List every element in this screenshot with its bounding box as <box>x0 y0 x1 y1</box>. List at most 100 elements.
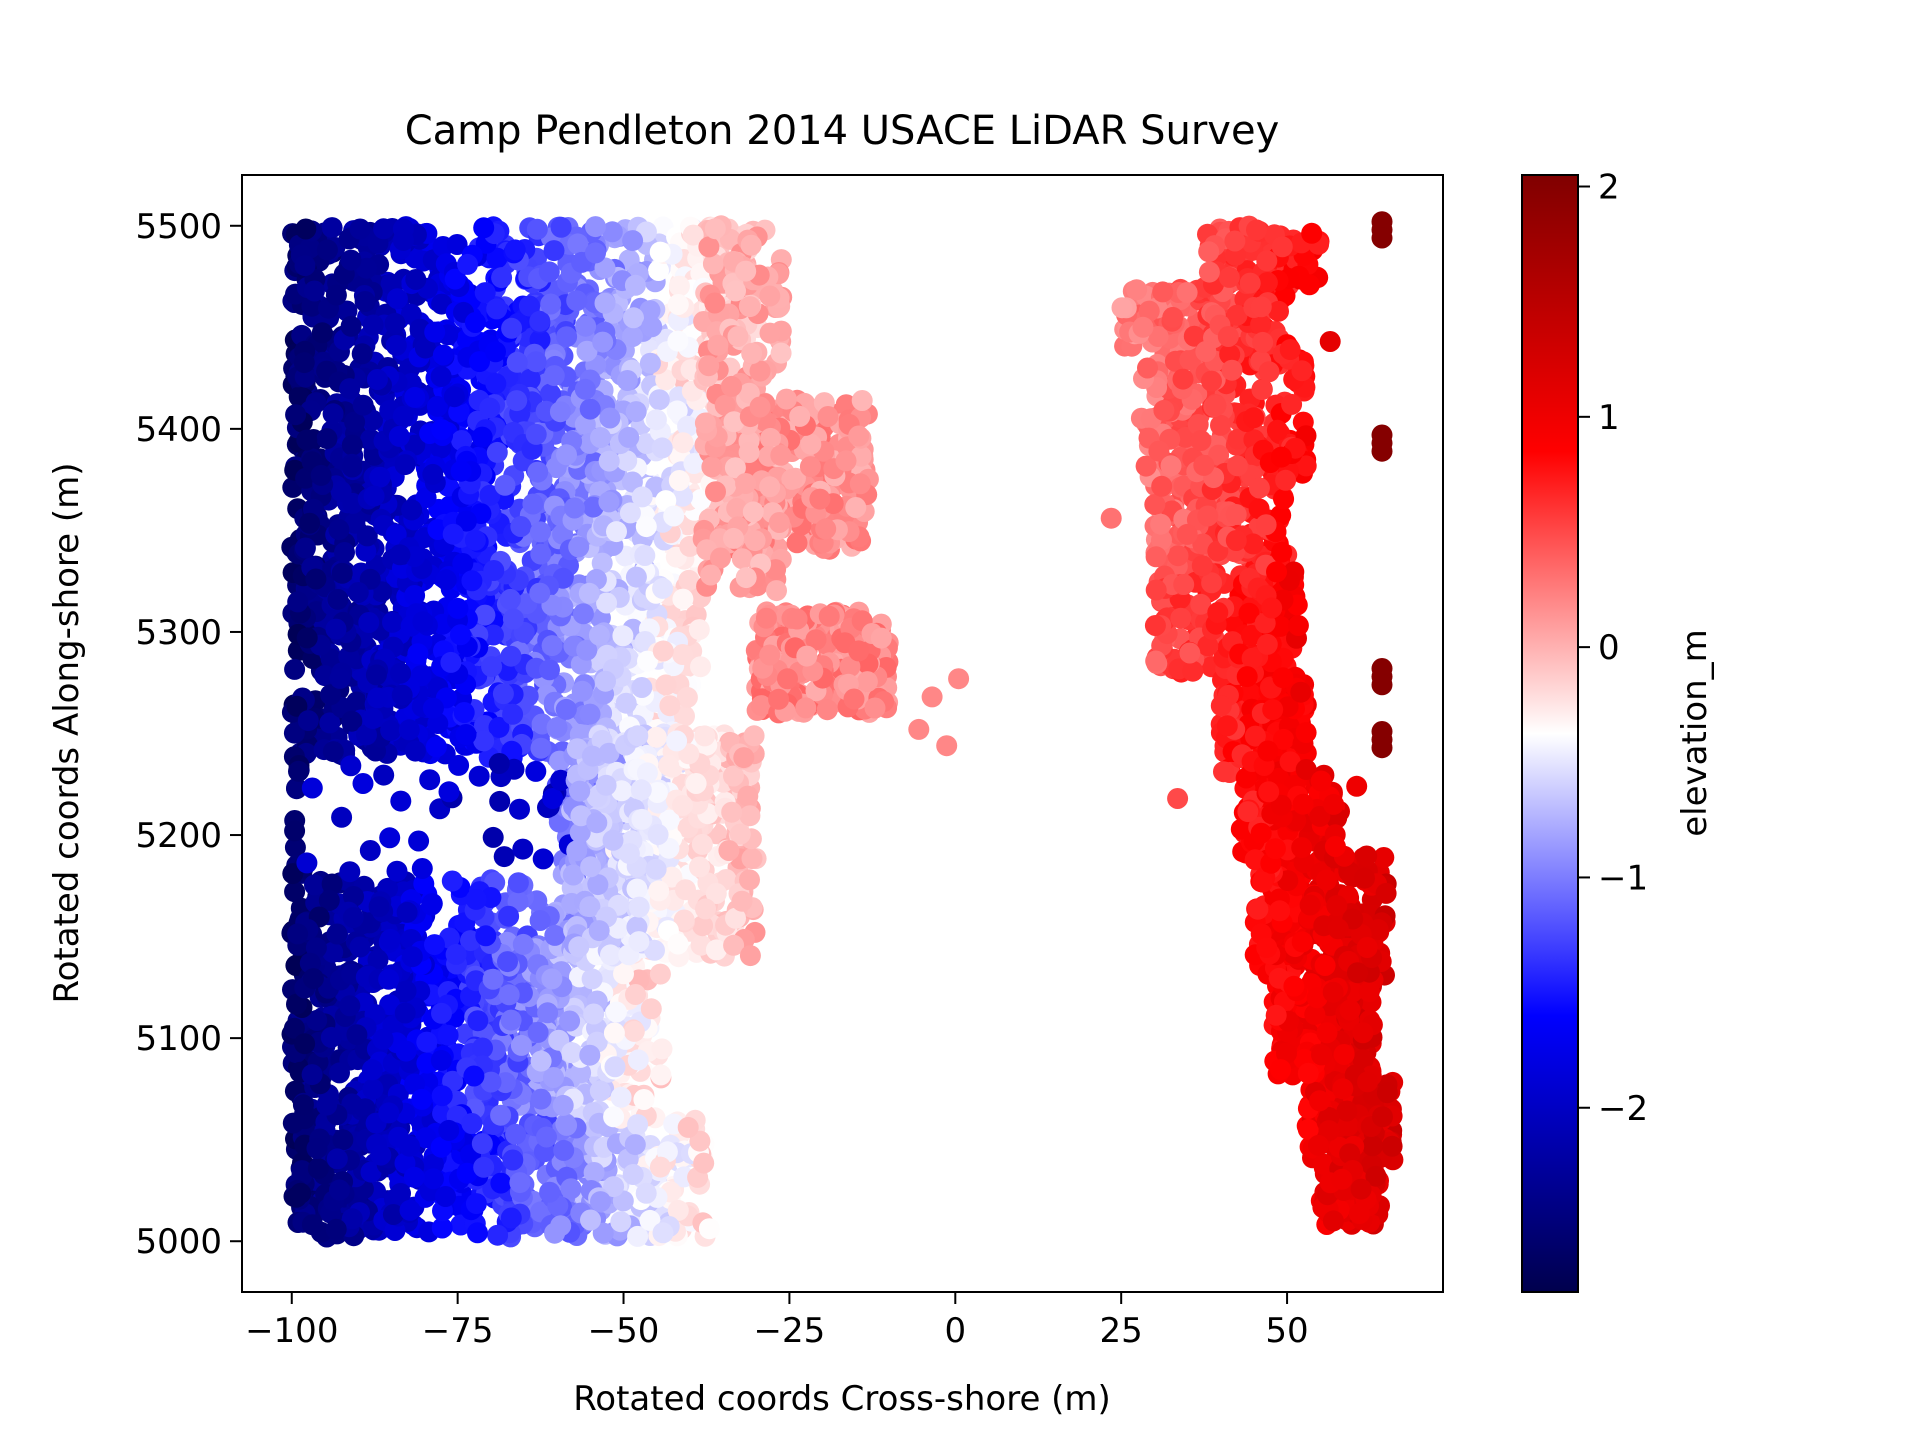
scatter-point <box>539 659 560 680</box>
scatter-point <box>732 548 753 569</box>
scatter-point <box>329 1180 350 1201</box>
scatter-point <box>533 848 554 869</box>
scatter-point <box>612 625 633 646</box>
scatter-point <box>733 747 754 768</box>
scatter-point <box>511 1035 532 1056</box>
scatter-point <box>298 710 319 731</box>
scatter-point <box>694 725 715 746</box>
scatter-point <box>474 605 495 626</box>
scatter-point <box>739 869 760 890</box>
scatter-point <box>759 645 780 666</box>
scatter-point <box>626 567 647 588</box>
scatter-point <box>553 1095 574 1116</box>
scatter-point <box>742 848 763 869</box>
scatter-point <box>297 627 318 648</box>
scatter-point <box>423 1168 444 1189</box>
scatter-point <box>599 408 620 429</box>
scatter-point <box>405 269 426 290</box>
scatter-point <box>440 652 461 673</box>
scatter-point <box>627 879 648 900</box>
scatter-point <box>626 401 647 422</box>
scatter-point <box>389 426 410 447</box>
chart-title: Camp Pendleton 2014 USACE LiDAR Survey <box>405 108 1280 154</box>
scatter-point <box>740 296 761 317</box>
scatter-point <box>646 859 667 880</box>
scatter-point <box>648 880 669 901</box>
scatter-point <box>547 717 568 738</box>
scatter-point <box>698 236 719 257</box>
scatter-point <box>582 746 603 767</box>
scatter-point <box>695 898 716 919</box>
scatter-point <box>800 456 821 477</box>
scatter-point <box>527 462 548 483</box>
scatter-point <box>363 315 384 336</box>
scatter-point <box>448 755 469 776</box>
scatter-point <box>800 434 821 455</box>
scatter-point <box>718 840 739 861</box>
scatter-point <box>389 544 410 565</box>
scatter-point <box>627 1114 648 1135</box>
scatter-point <box>566 290 587 311</box>
scatter-point <box>582 968 603 989</box>
scatter-point <box>472 427 493 448</box>
scatter-point <box>483 969 504 990</box>
scatter-point <box>502 1150 523 1171</box>
scatter-point <box>501 318 522 339</box>
scatter-point <box>689 619 710 640</box>
scatter-point <box>454 702 475 723</box>
scatter-point <box>326 619 347 640</box>
scatter-point <box>360 840 381 861</box>
scatter-point <box>699 1218 720 1239</box>
scatter-point <box>631 809 652 830</box>
scatter-point <box>483 560 504 581</box>
scatter-point <box>302 778 323 799</box>
scatter-point <box>646 409 667 430</box>
scatter-point <box>648 824 669 845</box>
scatter-point <box>721 802 742 823</box>
scatter-point <box>768 689 789 710</box>
scatter-point <box>759 476 780 497</box>
scatter-point <box>408 831 429 852</box>
scatter-point <box>411 1089 432 1110</box>
scatter-point <box>321 1027 342 1048</box>
scatter-point <box>815 518 836 539</box>
scatter-point <box>629 897 650 918</box>
scatter-point <box>332 563 353 584</box>
scatter-point <box>339 378 360 399</box>
scatter-point <box>461 1113 482 1134</box>
scatter-point <box>457 254 478 275</box>
scatter-point <box>575 379 596 400</box>
scatter-point <box>416 1032 437 1053</box>
scatter-point <box>288 761 309 782</box>
scatter-point <box>693 1153 714 1174</box>
scatter-point <box>526 351 547 372</box>
scatter-point <box>631 677 652 698</box>
scatter-point <box>850 473 871 494</box>
scatter-point <box>736 567 757 588</box>
scatter-point <box>604 1023 625 1044</box>
scatter-point <box>819 606 840 627</box>
scatter-point <box>818 406 839 427</box>
scatter-point <box>844 689 865 710</box>
scatter-point <box>479 398 500 419</box>
scatter-point <box>467 1222 488 1243</box>
scatter-point <box>766 580 787 601</box>
scatter-point <box>769 512 790 533</box>
scatter-point <box>489 753 510 774</box>
scatter-point <box>531 1089 552 1110</box>
scatter-point <box>404 585 425 606</box>
scatter-point <box>871 628 892 649</box>
scatter-point <box>787 609 808 630</box>
scatter-point <box>467 1010 488 1031</box>
scatter-point <box>339 861 360 882</box>
scatter-point <box>295 255 316 276</box>
scatter-point <box>367 369 388 390</box>
scatter-point <box>650 1064 671 1085</box>
scatter-point <box>431 1003 452 1024</box>
scatter-point <box>469 766 490 787</box>
scatter-point <box>466 1193 487 1214</box>
scatter-point <box>424 934 445 955</box>
scatter-point <box>728 326 749 347</box>
scatter-point <box>412 858 433 879</box>
